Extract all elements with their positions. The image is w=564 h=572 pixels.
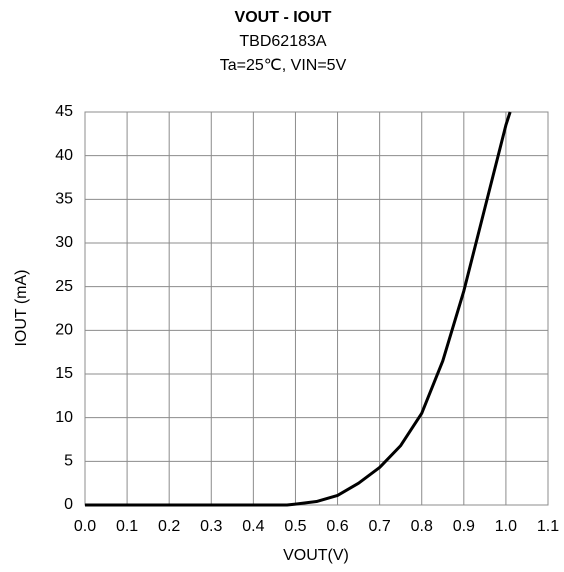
- x-tick-label: 0.1: [116, 518, 138, 535]
- chart-title: VOUT - IOUT: [235, 9, 332, 26]
- x-tick-label: 1.1: [537, 518, 559, 535]
- x-tick-label: 0.9: [453, 518, 475, 535]
- y-tick-label: 45: [55, 103, 73, 120]
- x-tick-label: 0.3: [200, 518, 222, 535]
- y-tick-label: 25: [55, 278, 73, 295]
- y-tick-label: 15: [55, 365, 73, 382]
- y-tick-label: 0: [64, 496, 73, 513]
- x-tick-label: 0.0: [74, 518, 96, 535]
- y-tick-label: 20: [55, 322, 73, 339]
- x-tick-label: 0.5: [284, 518, 306, 535]
- x-tick-label: 1.0: [495, 518, 517, 535]
- y-tick-label: 30: [55, 234, 73, 251]
- x-tick-label: 0.2: [158, 518, 180, 535]
- x-axis-label: VOUT(V): [283, 547, 349, 564]
- x-tick-label: 0.8: [411, 518, 433, 535]
- y-tick-label: 40: [55, 147, 73, 164]
- y-tick-label: 5: [64, 453, 73, 470]
- y-tick-label: 35: [55, 191, 73, 208]
- plot-border: [84, 111, 549, 506]
- chart-subtitle: TBD62183A: [239, 33, 326, 50]
- chart-subtitle: Ta=25℃, VIN=5V: [220, 57, 347, 74]
- x-tick-label: 0.4: [242, 518, 264, 535]
- x-tick-label: 0.6: [326, 518, 348, 535]
- x-tick-label: 0.7: [369, 518, 391, 535]
- y-axis-label: IOUT (mA): [13, 269, 30, 346]
- data-line: [85, 111, 512, 507]
- y-tick-label: 10: [55, 409, 73, 426]
